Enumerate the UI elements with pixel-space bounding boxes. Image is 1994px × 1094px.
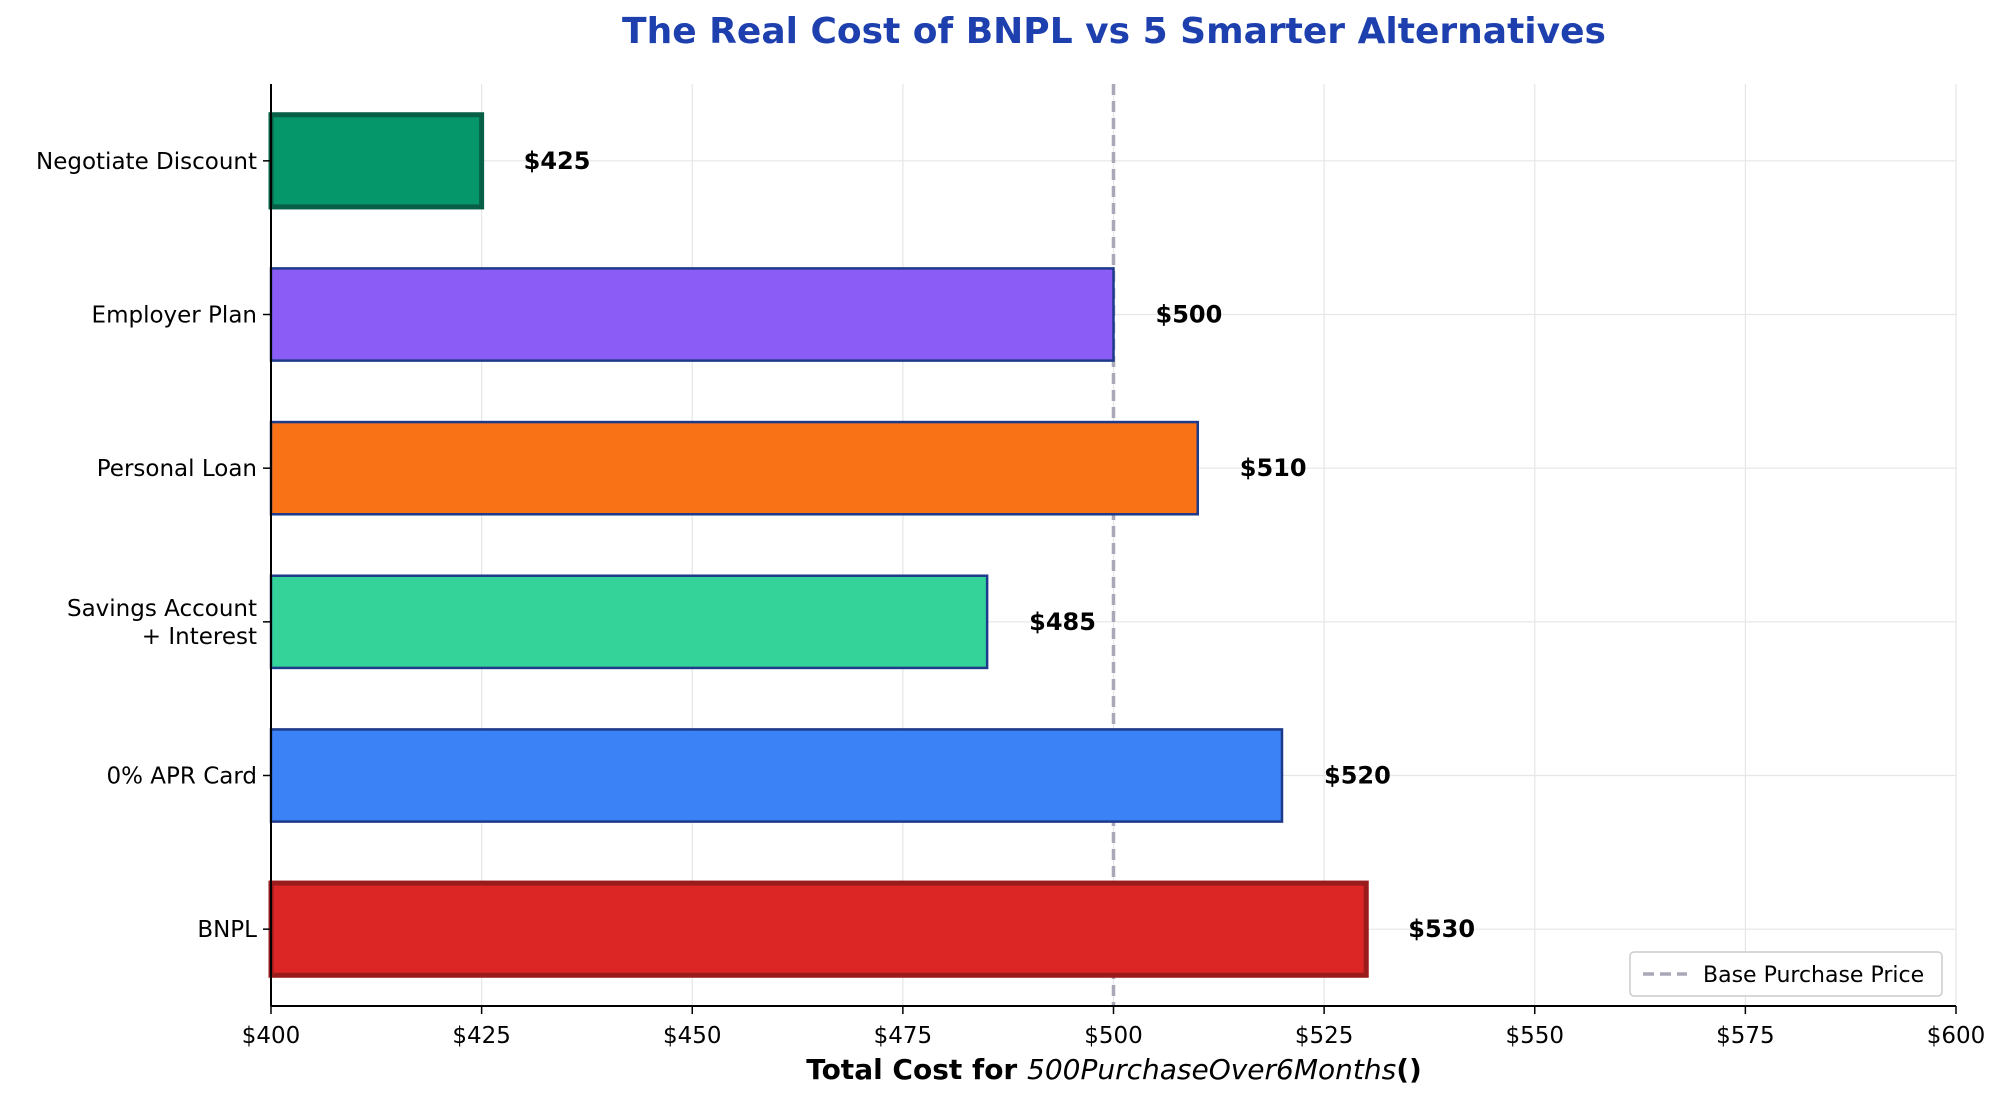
bar-2 <box>269 420 1199 516</box>
value-label-1: $500 <box>1156 301 1223 329</box>
category-label-4: 0% APR Card <box>107 764 258 790</box>
x-tick-label-3: $475 <box>874 1023 933 1049</box>
x-tick-label-1: $425 <box>452 1023 511 1049</box>
category-label-3: Savings Account + Interest <box>67 596 257 650</box>
bars: $425 $500 $510 $485 $520 $530 <box>268 112 1475 978</box>
category-label-0: Negotiate Discount <box>36 149 257 175</box>
category-labels: Negotiate Discount Employer Plan Personal … <box>36 149 257 943</box>
legend-box <box>1629 951 1943 997</box>
x-tick-label-5: $525 <box>1295 1023 1354 1049</box>
x-tick-label-7: $575 <box>1716 1023 1775 1049</box>
x-tick-label-2: $450 <box>663 1023 722 1049</box>
category-label-2: Personal Loan <box>97 456 257 482</box>
x-tick-label-8: $600 <box>1927 1023 1986 1049</box>
x-tick-label-6: $550 <box>1505 1023 1564 1049</box>
legend-label: Base Purchase Price <box>1703 963 1924 988</box>
value-label-5: $530 <box>1408 915 1475 943</box>
x-axis-label: Total Cost for 500PurchaseOver6Months() <box>806 1053 1422 1086</box>
category-label-1: Employer Plan <box>92 303 257 329</box>
bar-5 <box>268 880 1369 978</box>
x-tick-label-0: $400 <box>242 1023 301 1049</box>
category-label-5: BNPL <box>197 917 257 943</box>
value-label-4: $520 <box>1324 762 1391 790</box>
axes <box>263 84 1957 1014</box>
value-label-2: $510 <box>1240 454 1307 482</box>
chart-title: The Real Cost of BNPL vs 5 Smarter Alter… <box>622 11 1606 52</box>
x-tick-label-4: $500 <box>1084 1023 1143 1049</box>
bar-3 <box>269 574 989 670</box>
value-label-0: $425 <box>524 147 591 175</box>
bar-0 <box>268 112 485 210</box>
bar-4 <box>269 728 1284 823</box>
bar-1 <box>269 267 1115 362</box>
legend: Base Purchase Price <box>1629 951 1943 997</box>
x-tick-labels: $400 $425 $450 $475 $500 $525 $550 $575 $600 <box>242 1023 1986 1049</box>
value-label-3: $485 <box>1029 608 1096 636</box>
